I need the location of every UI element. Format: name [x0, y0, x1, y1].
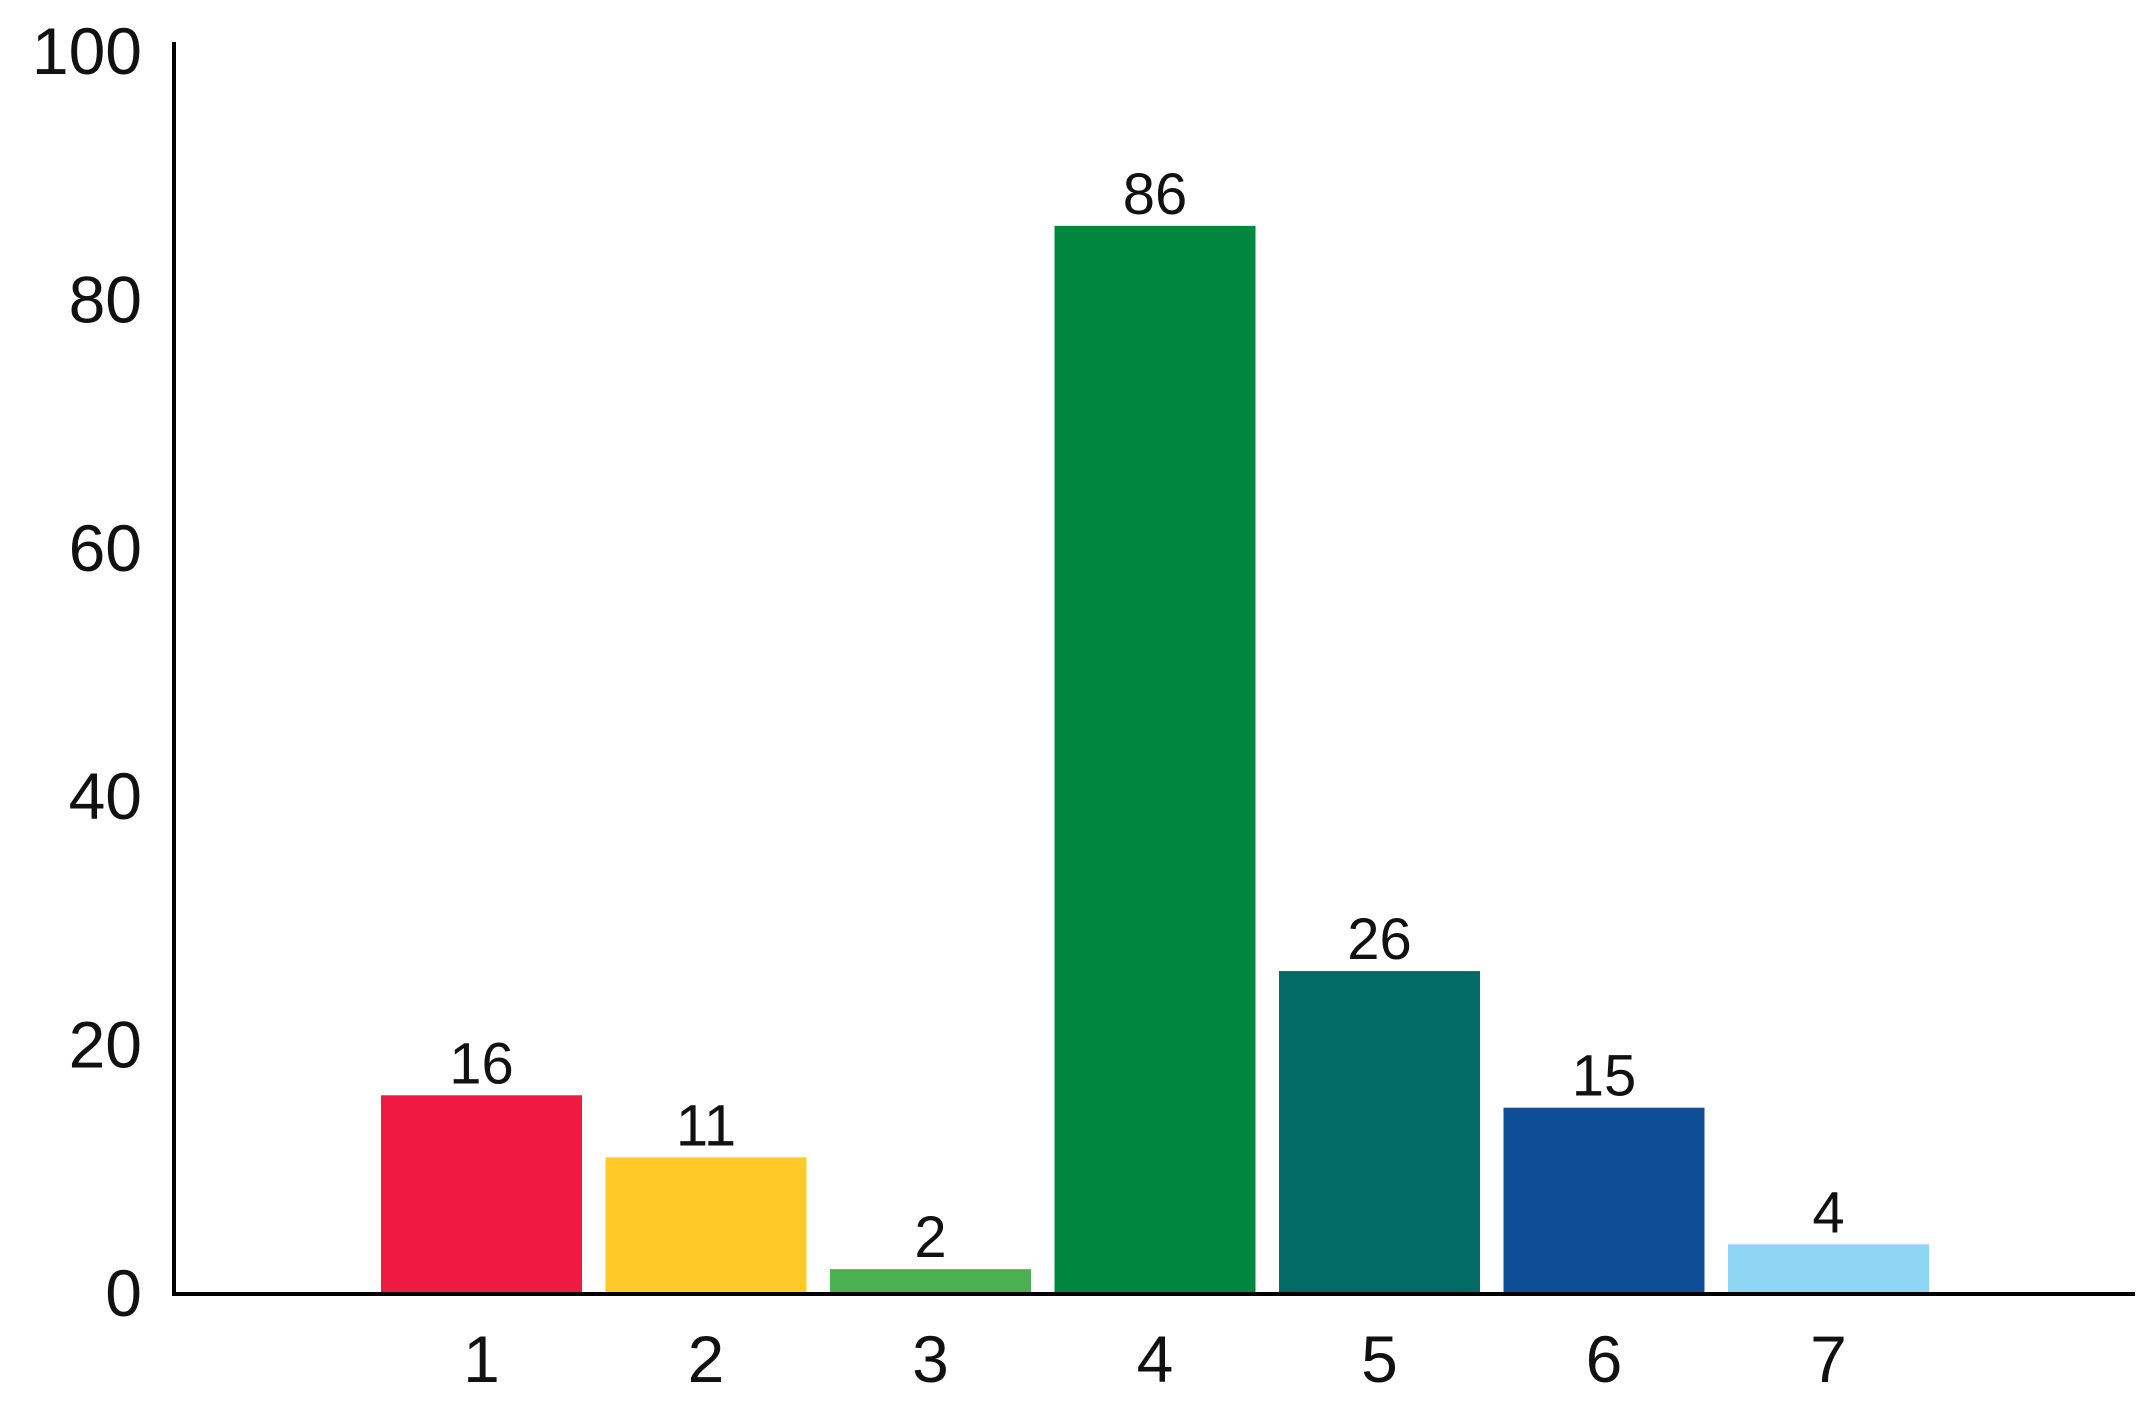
data-label-6: 15 [1572, 1044, 1637, 1109]
bar-6 [1503, 1107, 1705, 1294]
y-tick-label: 20 [69, 1008, 142, 1082]
x-axis-category-labels: 1 2 3 4 5 6 7 [463, 1322, 1847, 1396]
bar-4 [1054, 225, 1256, 1294]
bar-7 [1728, 1244, 1929, 1294]
y-axis-ticks: 0 20 40 60 80 100 [32, 14, 142, 1330]
data-labels: 16 11 2 86 26 15 4 [449, 162, 1844, 1270]
bar-3 [830, 1269, 1031, 1294]
bars [381, 225, 1929, 1294]
x-tick-label: 2 [688, 1322, 725, 1396]
x-tick-label: 3 [912, 1322, 949, 1396]
bar-2 [605, 1157, 807, 1294]
data-label-7: 4 [1812, 1180, 1844, 1245]
data-label-5: 26 [1347, 907, 1412, 972]
x-tick-label: 6 [1586, 1322, 1623, 1396]
x-tick-label: 1 [463, 1322, 500, 1396]
x-tick-label: 7 [1810, 1322, 1847, 1396]
bar-1 [381, 1095, 582, 1294]
y-tick-label: 80 [69, 262, 142, 336]
x-tick-label: 4 [1137, 1322, 1174, 1396]
data-label-4: 86 [1123, 162, 1188, 227]
bar-5 [1279, 971, 1480, 1294]
data-label-2: 11 [676, 1093, 736, 1158]
data-label-1: 16 [449, 1031, 514, 1096]
y-tick-label: 60 [69, 511, 142, 585]
y-tick-label: 0 [105, 1256, 142, 1330]
y-tick-label: 40 [69, 759, 142, 833]
y-tick-label: 100 [32, 14, 142, 88]
data-label-3: 2 [914, 1205, 946, 1270]
x-tick-label: 5 [1361, 1322, 1398, 1396]
